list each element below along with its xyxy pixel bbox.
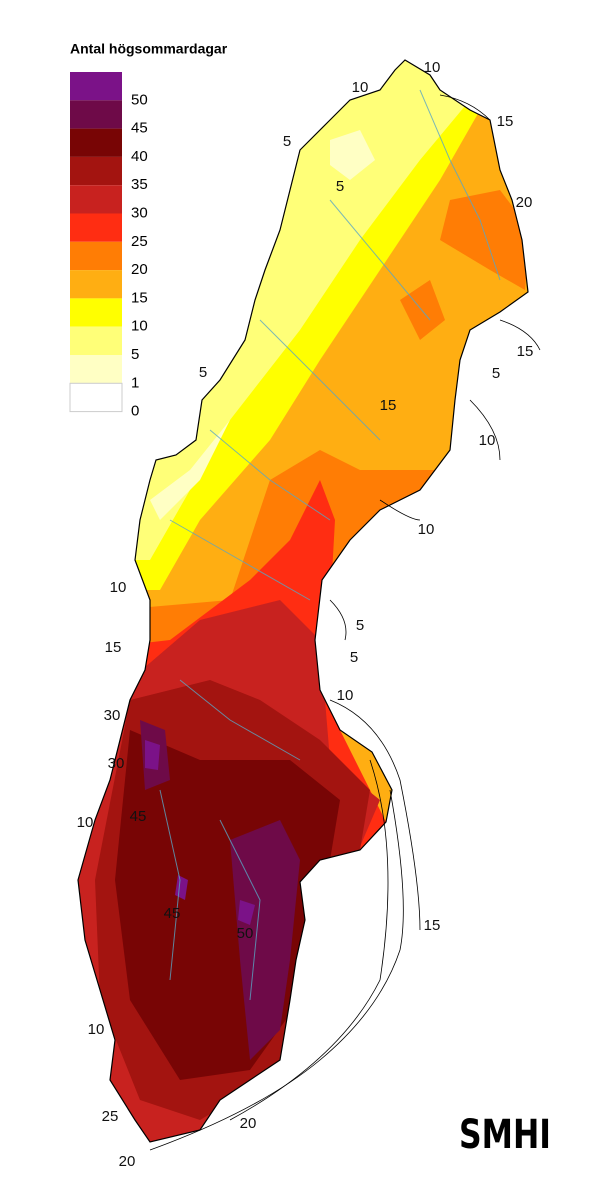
legend-label: 10 — [131, 318, 148, 335]
contour-label: 10 — [337, 687, 354, 704]
contour-label: 10 — [110, 579, 127, 596]
legend-label: 0 — [131, 403, 139, 420]
contour-label: 50 — [237, 925, 254, 942]
contour-label: 20 — [240, 1115, 257, 1132]
zone — [400, 190, 528, 340]
contour-label: 10 — [479, 432, 496, 449]
contour-label: 5 — [492, 365, 500, 382]
legend-swatch — [69, 382, 123, 413]
contour-label: 5 — [336, 178, 344, 195]
legend-label: 5 — [131, 346, 139, 363]
legend-swatch — [70, 100, 122, 129]
contour-label: 5 — [283, 133, 291, 150]
contour-label: 5 — [356, 617, 364, 634]
legend-swatch — [70, 185, 122, 214]
contour-label: 10 — [418, 521, 435, 538]
legend-title: Antal högsommardagar — [70, 41, 228, 57]
contour-label: 15 — [424, 917, 441, 934]
zone — [145, 740, 255, 925]
contour-label: 15 — [105, 639, 122, 656]
zone — [150, 130, 375, 520]
contour-label: 20 — [119, 1153, 136, 1170]
legend-label: 50 — [131, 91, 148, 108]
legend-swatch — [70, 128, 122, 157]
contour-label: 5 — [350, 649, 358, 666]
legend-swatch — [70, 326, 122, 355]
contour-label: 30 — [104, 707, 121, 724]
contour-label: 30 — [108, 755, 125, 772]
legend-swatch — [70, 241, 122, 271]
contour-label: 15 — [380, 397, 397, 414]
legend-swatch — [70, 213, 122, 242]
contour-label: 15 — [517, 343, 534, 360]
legend-label: 45 — [131, 120, 148, 137]
rivers — [159, 89, 501, 1001]
legend-label: 1 — [131, 374, 139, 391]
legend-label: 30 — [131, 204, 148, 221]
legend-label: 40 — [131, 148, 148, 165]
legend-label: 25 — [131, 233, 148, 250]
legend-swatch — [70, 72, 122, 101]
legend-swatch — [70, 355, 122, 384]
contour-label: 45 — [130, 808, 147, 825]
contour-label: 5 — [199, 364, 207, 381]
legend-swatch — [70, 298, 122, 327]
contour-label: 15 — [497, 113, 514, 130]
legend-label: 20 — [131, 261, 148, 278]
zone — [140, 720, 300, 1060]
contours — [149, 94, 541, 1151]
legend-swatch — [70, 270, 122, 299]
contour-label: 10 — [424, 59, 441, 76]
legend-swatch — [70, 156, 122, 186]
contour-label: 20 — [516, 194, 533, 211]
contour-label: 25 — [102, 1108, 119, 1125]
contour-label: 10 — [352, 79, 369, 96]
contour-label: 10 — [77, 814, 94, 831]
legend-label: 35 — [131, 176, 148, 193]
legend-label: 15 — [131, 289, 148, 306]
contour-labels: 1010155520155515101010551510303045104550… — [77, 59, 534, 1170]
contour-label: 45 — [164, 905, 181, 922]
logo: SMHI — [459, 1112, 551, 1158]
contour-label: 10 — [88, 1021, 105, 1038]
